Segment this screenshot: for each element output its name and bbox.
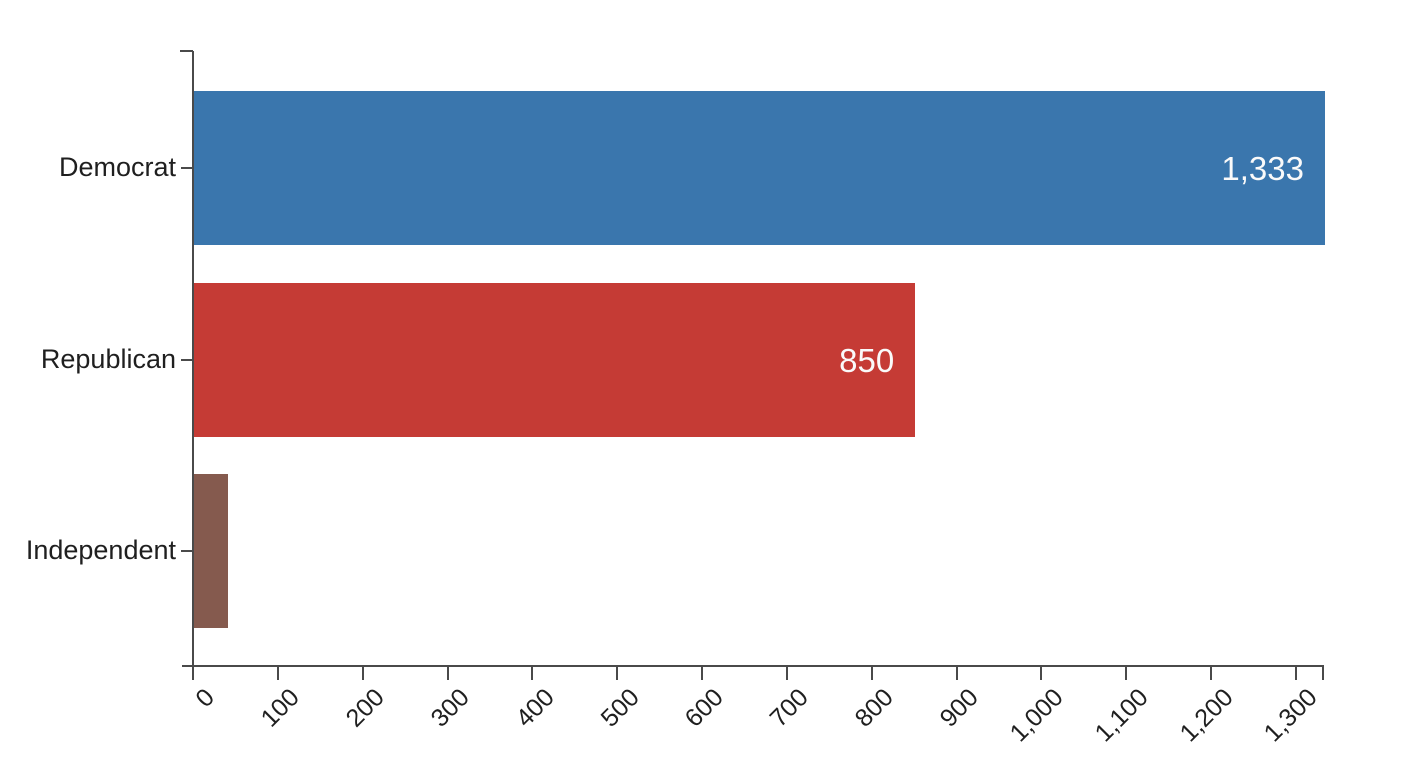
x-tick-label: 300 [425, 683, 475, 733]
x-tick-mark [1125, 666, 1128, 680]
x-tick-mark [361, 666, 364, 680]
x-axis-line [182, 665, 1324, 667]
bar-independent [194, 474, 228, 628]
category-label-republican: Republican [40, 343, 176, 374]
y-tick-mark [181, 550, 193, 552]
x-tick-mark [1295, 666, 1297, 680]
x-tick-label: 800 [849, 683, 899, 733]
x-axis-end-cap [1322, 666, 1324, 680]
x-tick-mark [870, 666, 873, 680]
x-tick-label: 200 [340, 683, 390, 733]
y-tick-mark [181, 359, 193, 361]
x-tick-mark [276, 666, 279, 680]
x-tick-label: 1,200 [1174, 683, 1239, 748]
x-tick-label: 1,000 [1004, 683, 1069, 748]
x-tick-mark [955, 666, 958, 680]
x-tick-mark [192, 666, 194, 680]
x-tick-label: 0 [190, 683, 221, 713]
x-tick-label: 1,300 [1259, 683, 1324, 748]
x-tick-label: 1,100 [1089, 683, 1154, 748]
x-tick-label: 400 [510, 683, 560, 733]
x-tick-mark [1210, 666, 1213, 680]
y-tick-mark [181, 167, 193, 169]
x-tick-mark [446, 666, 449, 680]
x-tick-label: 500 [595, 683, 645, 733]
x-tick-mark [1040, 666, 1043, 680]
bar-democrat: 1,333 [194, 91, 1325, 245]
y-axis-top-cap [180, 50, 193, 52]
x-tick-label: 700 [764, 683, 815, 733]
x-tick-mark [701, 666, 704, 680]
category-label-democrat: Democrat [58, 151, 176, 182]
bar-value-label: 1,333 [1221, 149, 1304, 187]
category-label-independent: Independent [25, 534, 176, 565]
bar-republican: 850 [194, 283, 916, 437]
x-tick-mark [616, 666, 619, 680]
x-tick-mark [785, 666, 788, 680]
x-tick-label: 100 [255, 683, 305, 733]
x-tick-label: 900 [934, 683, 984, 733]
x-tick-mark [531, 666, 534, 680]
x-tick-label: 600 [679, 683, 730, 733]
y-axis-line [192, 51, 194, 680]
bar-value-label: 850 [839, 341, 895, 379]
